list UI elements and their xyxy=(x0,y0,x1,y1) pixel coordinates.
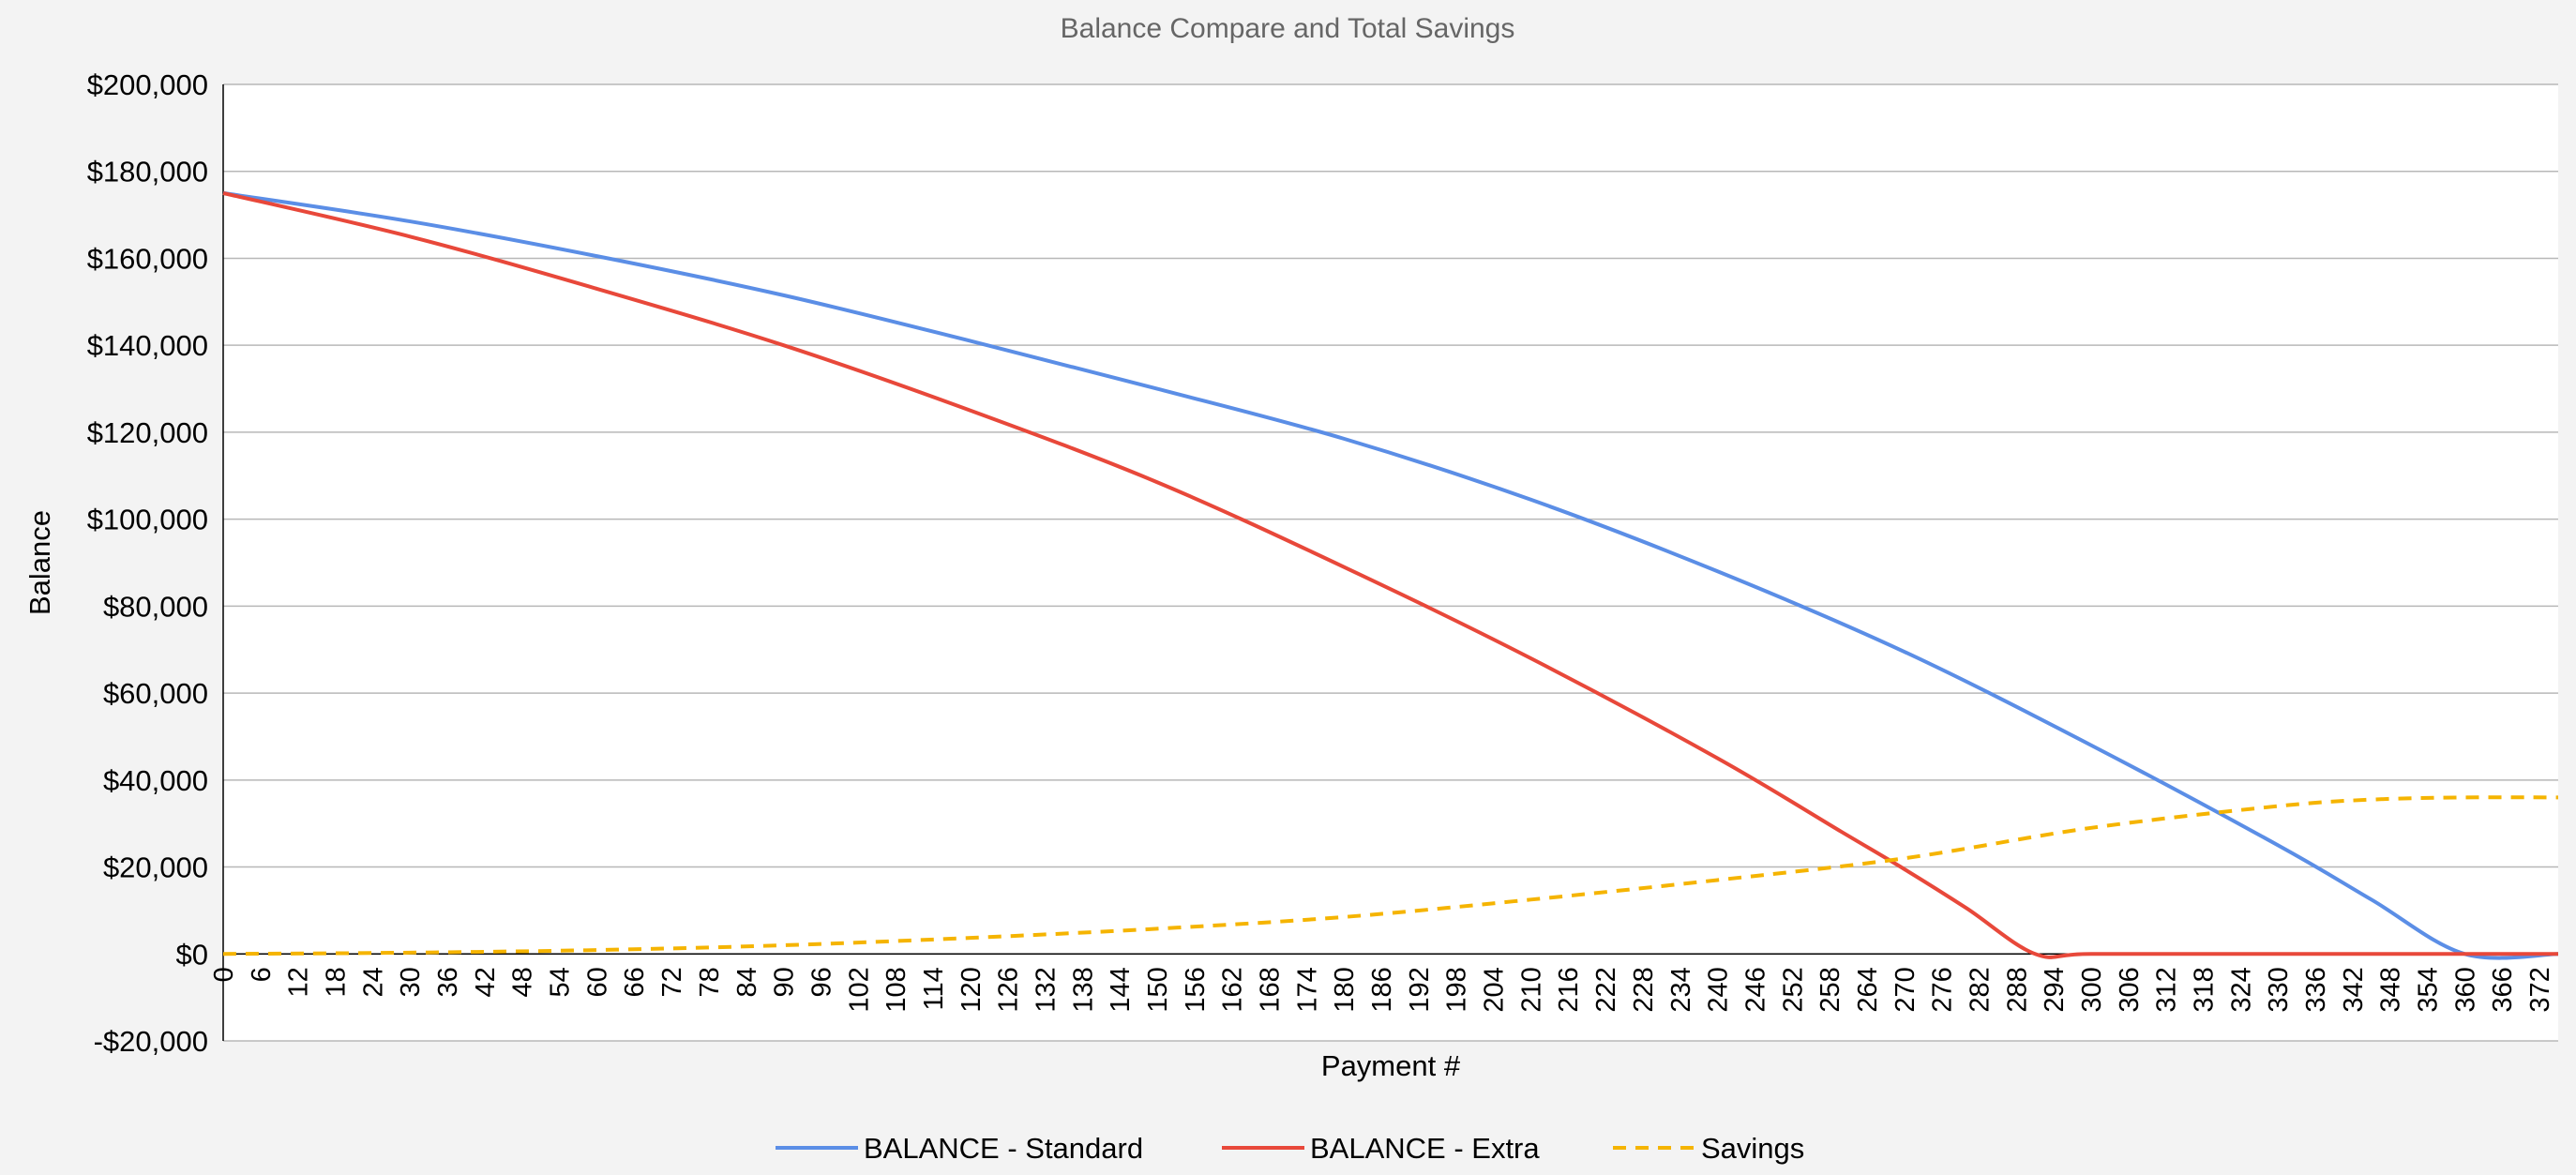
series-line-balance-extra xyxy=(222,190,2558,959)
x-tick-label: 246 xyxy=(1740,967,1770,1012)
x-tick-label: 336 xyxy=(2301,967,2331,1012)
x-tick-label: 12 xyxy=(284,967,314,997)
x-tick-label: 36 xyxy=(433,967,463,997)
y-tick-label: $180,000 xyxy=(87,156,208,188)
x-tick-label: 84 xyxy=(732,967,762,997)
x-tick-label: 144 xyxy=(1106,967,1136,1012)
x-tick-label: 0 xyxy=(209,967,239,982)
x-tick-label: 228 xyxy=(1629,967,1659,1012)
y-tick-label: $0 xyxy=(176,938,208,971)
x-tick-label: 234 xyxy=(1666,967,1696,1012)
x-tick-label: 276 xyxy=(1928,967,1958,1012)
y-tick-label: -$20,000 xyxy=(94,1025,208,1058)
y-tick-label: $160,000 xyxy=(87,242,208,275)
x-tick-label: 288 xyxy=(2002,967,2032,1012)
x-tick-label: 54 xyxy=(546,967,576,997)
x-tick-label: 186 xyxy=(1367,967,1397,1012)
x-tick-label: 240 xyxy=(1704,967,1734,1012)
x-tick-label: 60 xyxy=(582,967,612,997)
x-tick-label: 162 xyxy=(1218,967,1248,1012)
x-tick-label: 216 xyxy=(1554,967,1584,1012)
y-axis-tick-labels: -$20,000 $0 $20,000 $40,000 $60,000 $80,000 $1… xyxy=(87,68,208,1058)
chart-title: Balance Compare and Total Savings xyxy=(1061,13,1515,44)
x-tick-label: 366 xyxy=(2488,967,2518,1012)
series-line-balance-standard xyxy=(222,190,2559,960)
x-tick-label: 180 xyxy=(1330,967,1360,1012)
series-line-savings xyxy=(222,795,2559,957)
y-tick-label: $20,000 xyxy=(103,851,208,884)
y-tick-label: $100,000 xyxy=(87,504,208,536)
x-tick-label: 312 xyxy=(2152,967,2182,1012)
x-tick-label: 204 xyxy=(1480,967,1510,1012)
x-tick-label: 372 xyxy=(2525,967,2555,1012)
legend: BALANCE - Standard BALANCE - Extra Savings xyxy=(776,1132,1804,1165)
x-axis-title: Payment # xyxy=(1321,1049,1461,1082)
x-tick-label: 360 xyxy=(2450,967,2480,1012)
x-tick-label: 294 xyxy=(2040,967,2070,1012)
x-tick-label: 96 xyxy=(806,967,836,997)
x-tick-label: 258 xyxy=(1815,967,1845,1012)
x-axis-tick-labels: 0 6 12 18 24 30 36 42 48 54 60 66 72 78 84 90 96 102 108 11… xyxy=(209,967,2555,1012)
x-tick-label: 282 xyxy=(1965,967,1995,1012)
x-tick-label: 66 xyxy=(620,967,650,997)
x-tick-label: 90 xyxy=(770,967,800,997)
x-tick-label: 222 xyxy=(1591,967,1621,1012)
y-tick-label: $200,000 xyxy=(87,68,208,101)
x-tick-label: 120 xyxy=(957,967,987,1012)
x-tick-label: 354 xyxy=(2414,967,2444,1012)
x-tick-label: 210 xyxy=(1516,967,1546,1012)
x-tick-label: 72 xyxy=(657,967,687,997)
x-tick-label: 138 xyxy=(1068,967,1098,1012)
x-tick-label: 348 xyxy=(2376,967,2406,1012)
y-axis-title: Balance xyxy=(23,510,56,615)
x-tick-label: 18 xyxy=(322,967,352,997)
y-tick-label: $40,000 xyxy=(103,764,208,797)
x-tick-label: 270 xyxy=(1891,967,1921,1012)
series-lines xyxy=(222,190,2559,960)
x-tick-label: 192 xyxy=(1405,967,1435,1012)
x-tick-label: 198 xyxy=(1442,967,1472,1012)
legend-label: Savings xyxy=(1701,1132,1804,1165)
plot-area xyxy=(223,84,2558,1041)
x-tick-label: 126 xyxy=(994,967,1024,1012)
x-tick-label: 24 xyxy=(358,967,388,997)
x-tick-label: 30 xyxy=(396,967,426,997)
x-tick-label: 78 xyxy=(695,967,725,997)
x-tick-label: 156 xyxy=(1181,967,1211,1012)
x-tick-label: 306 xyxy=(2115,967,2145,1012)
x-tick-label: 318 xyxy=(2190,967,2220,1012)
x-tick-label: 150 xyxy=(1143,967,1173,1012)
x-tick-label: 324 xyxy=(2226,967,2256,1012)
x-tick-label: 174 xyxy=(1292,967,1322,1012)
x-tick-label: 168 xyxy=(1256,967,1286,1012)
x-tick-label: 6 xyxy=(247,967,277,982)
y-tick-label: $140,000 xyxy=(87,329,208,362)
x-tick-label: 330 xyxy=(2264,967,2294,1012)
x-tick-label: 102 xyxy=(844,967,874,1012)
x-tick-label: 42 xyxy=(471,967,501,997)
x-tick-label: 342 xyxy=(2339,967,2369,1012)
x-tick-label: 48 xyxy=(508,967,538,997)
y-tick-label: $80,000 xyxy=(103,590,208,623)
x-tick-label: 252 xyxy=(1778,967,1808,1012)
x-tick-label: 114 xyxy=(919,967,949,1010)
y-tick-label: $120,000 xyxy=(87,416,208,449)
x-tick-label: 108 xyxy=(881,967,911,1012)
legend-label: BALANCE - Extra xyxy=(1310,1132,1540,1165)
x-tick-label: 132 xyxy=(1031,967,1061,1012)
y-tick-label: $60,000 xyxy=(103,677,208,710)
legend-label: BALANCE - Standard xyxy=(864,1132,1143,1165)
x-tick-label: 300 xyxy=(2077,967,2107,1012)
x-tick-label: 264 xyxy=(1853,967,1883,1012)
